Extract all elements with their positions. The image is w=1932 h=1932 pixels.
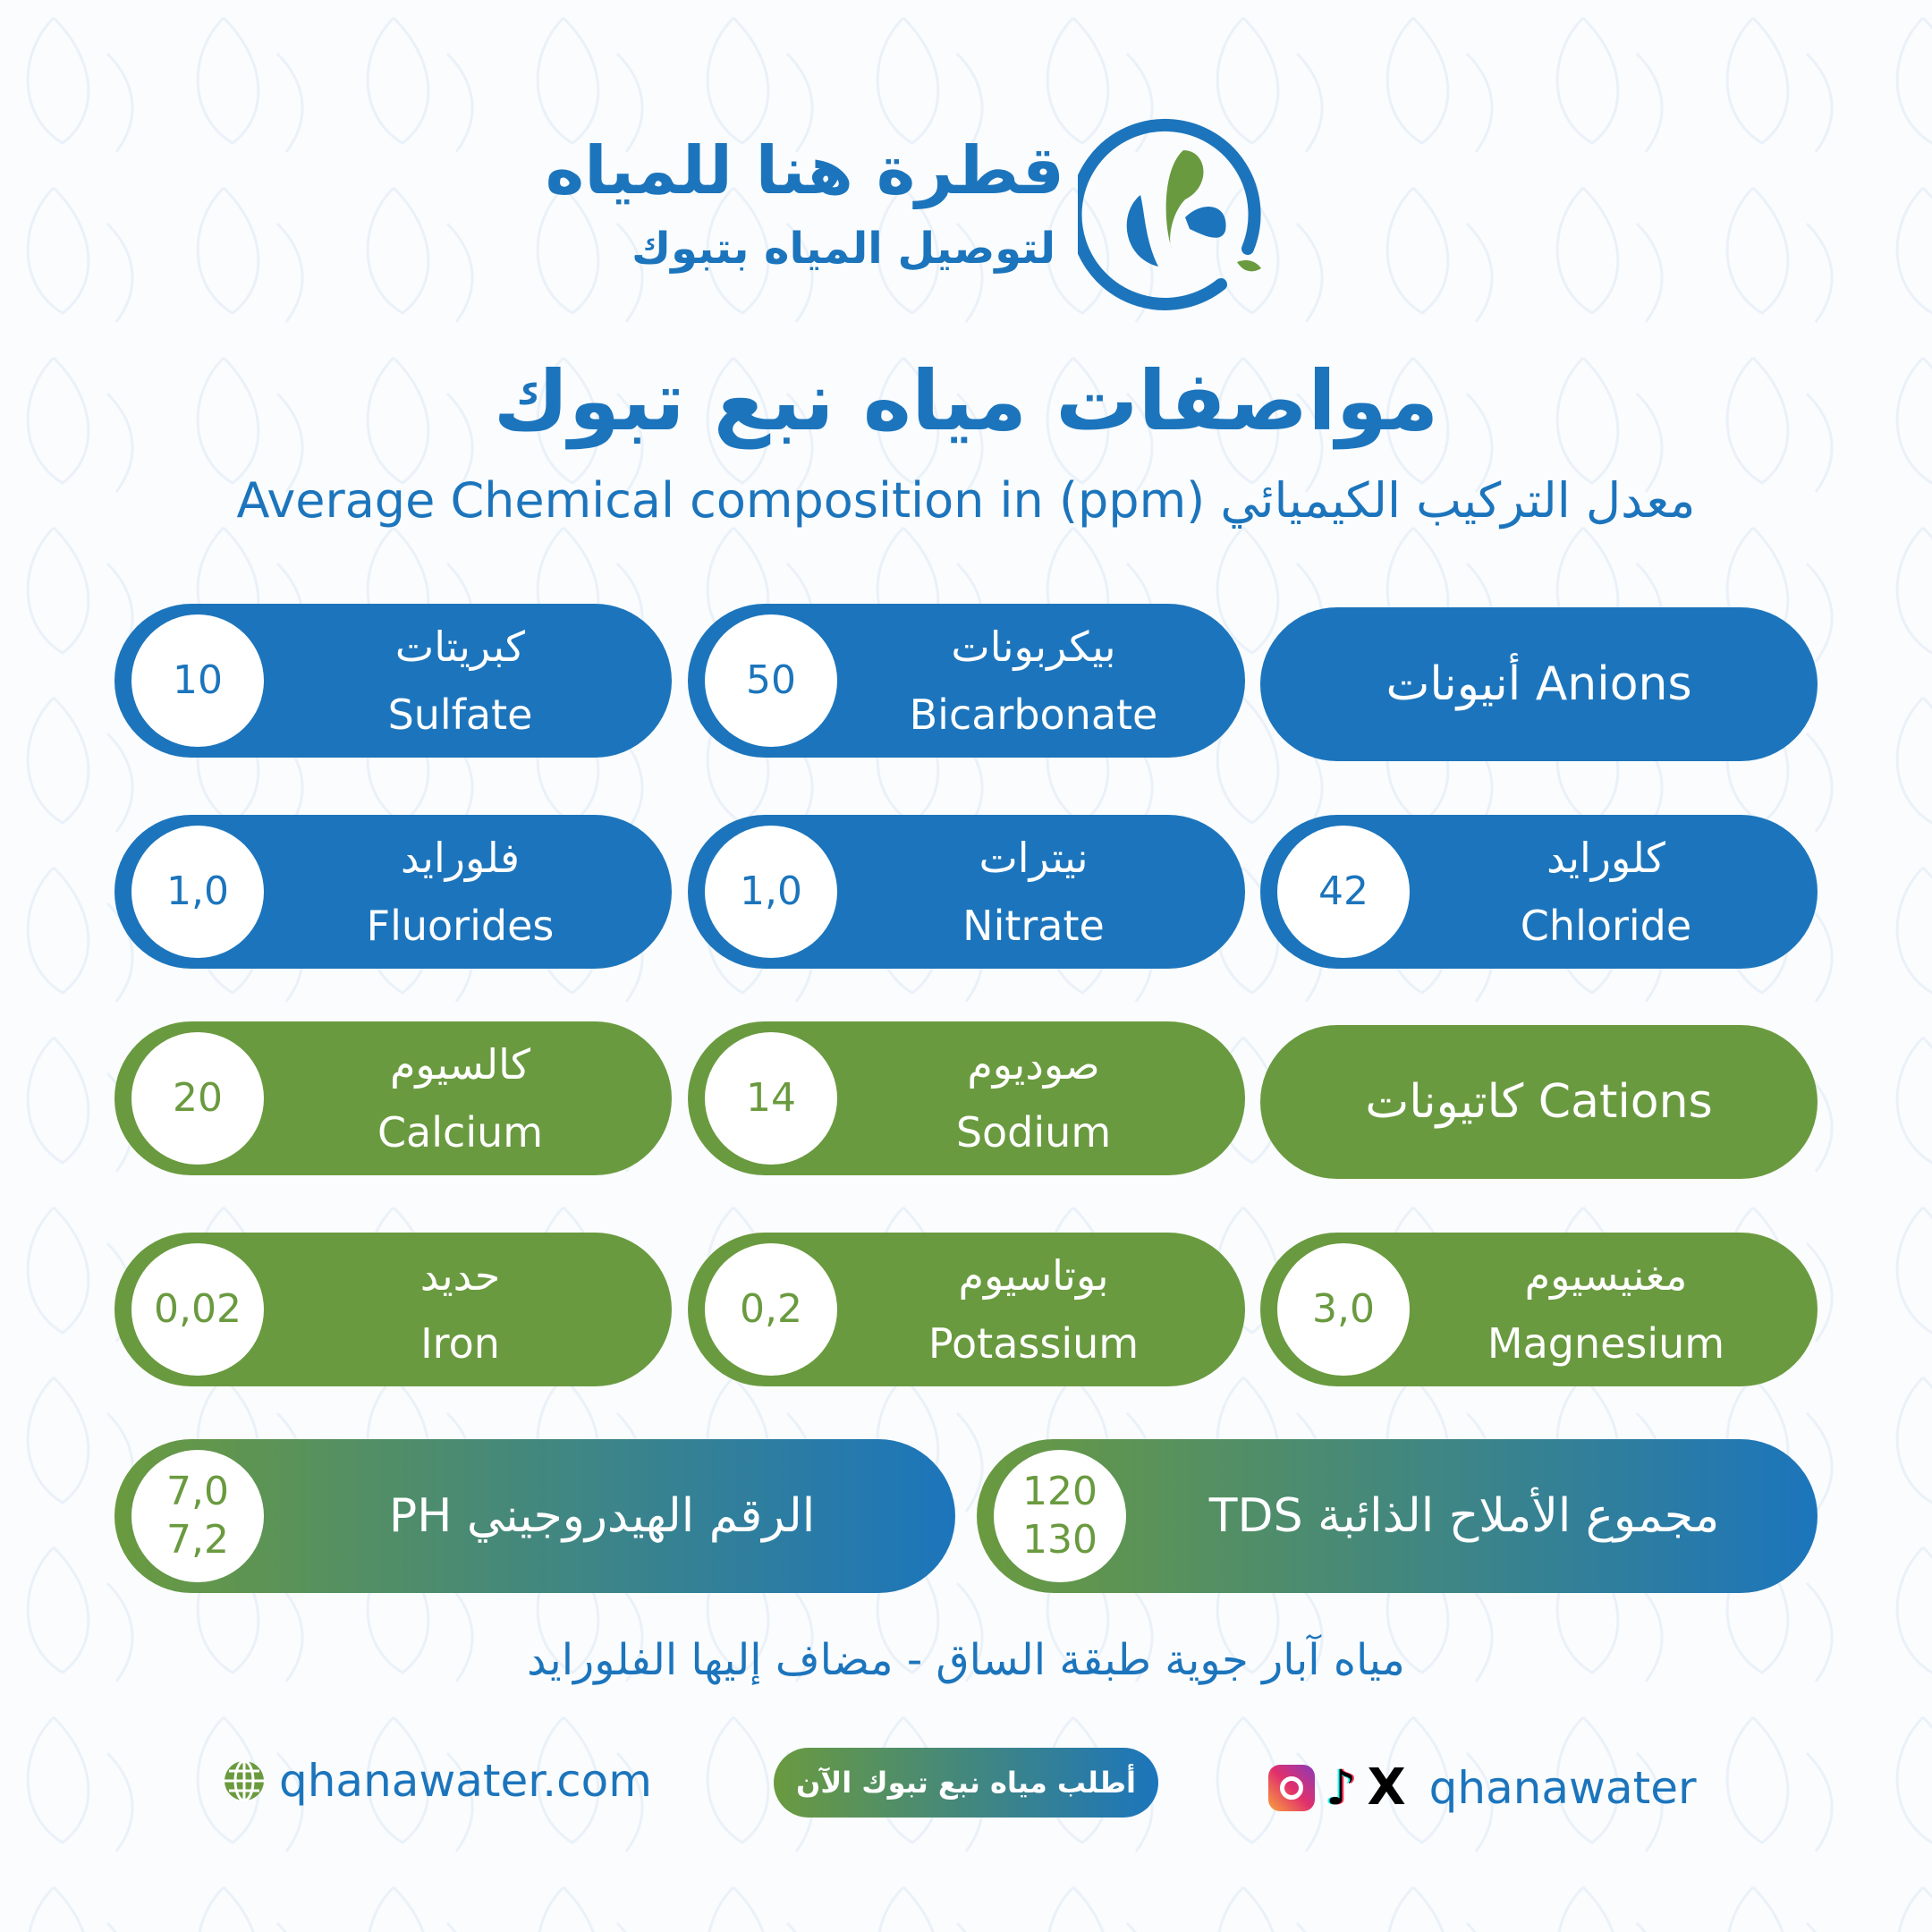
composition-item: 10 كبريتات Sulfate — [114, 604, 672, 758]
arabic-name: بوتاسيوم — [958, 1251, 1109, 1300]
cations-header: Cations كاتيونات — [1260, 1025, 1818, 1179]
composition-item: 0,2 بوتاسيوم Potassium — [688, 1233, 1245, 1386]
item-label: فلورايد Fluorides — [267, 815, 654, 969]
social-handle: qhanawater — [1428, 1761, 1697, 1814]
english-name: Sulfate — [387, 691, 533, 739]
page-subtitle: Average Chemical composition in (ppm) مع… — [236, 472, 1696, 529]
value-badge: 1,0 — [705, 826, 837, 958]
range-min: 120 — [1022, 1469, 1097, 1514]
item-label: مغنيسيوم Magnesium — [1412, 1233, 1800, 1386]
page-title: مواصفات مياه نبع تبوك — [493, 353, 1439, 449]
item-label: صوديوم Sodium — [840, 1021, 1227, 1175]
english-name: Calcium — [377, 1108, 544, 1157]
range-label: الرقم الهيدروجيني PH — [388, 1489, 816, 1543]
arabic-name: كبريتات — [394, 623, 526, 671]
logo-drop-icon — [1078, 118, 1261, 310]
value-badge: 20 — [131, 1032, 264, 1165]
tiktok-icon[interactable]: ♪ — [1326, 1759, 1357, 1816]
english-name: Iron — [420, 1319, 500, 1368]
english-name: Bicarbonate — [909, 691, 1158, 739]
range-max: 130 — [1022, 1517, 1097, 1563]
range-max: 7,2 — [166, 1517, 229, 1563]
x-icon[interactable]: X — [1367, 1758, 1406, 1817]
item-label: نيترات Nitrate — [840, 815, 1227, 969]
english-name: Chloride — [1520, 902, 1692, 950]
value-badge: 50 — [705, 614, 837, 747]
website-link[interactable]: qhanawater.com — [222, 1755, 652, 1807]
order-button[interactable]: أطلب مياه نبع تبوك الآن — [774, 1748, 1158, 1818]
range-badge: 120 130 — [994, 1450, 1126, 1582]
value-badge: 0,2 — [705, 1243, 837, 1376]
english-name: Magnesium — [1487, 1319, 1725, 1368]
tds-item: 120 130 مجموع الأملاح الذائبة TDS — [977, 1439, 1818, 1593]
item-label: كالسيوم Calcium — [267, 1021, 654, 1175]
value-badge: 0,02 — [131, 1243, 264, 1376]
source-note: مياه آبار جوية طبقة الساق - مضاف إليها ا… — [527, 1635, 1405, 1685]
item-label: كبريتات Sulfate — [267, 604, 654, 758]
composition-item: 0,02 حديد Iron — [114, 1233, 672, 1386]
composition-item: 1,0 نيترات Nitrate — [688, 815, 1245, 969]
composition-item: 3,0 مغنيسيوم Magnesium — [1260, 1233, 1818, 1386]
item-label: بيكربونات Bicarbonate — [840, 604, 1227, 758]
composition-item: 14 صوديوم Sodium — [688, 1021, 1245, 1175]
arabic-name: بيكربونات — [951, 623, 1116, 671]
english-name: Nitrate — [962, 902, 1105, 950]
item-label: كلورايد Chloride — [1412, 815, 1800, 969]
arabic-name: كالسيوم — [389, 1040, 531, 1089]
cations-header-label: Cations كاتيونات — [1365, 1075, 1713, 1129]
anions-header-label: Anions أنيونات — [1385, 657, 1692, 711]
arabic-name: كلورايد — [1546, 834, 1665, 882]
english-name: Fluorides — [366, 902, 555, 950]
anions-header: Anions أنيونات — [1260, 607, 1818, 761]
item-label: بوتاسيوم Potassium — [840, 1233, 1227, 1386]
english-name: Potassium — [928, 1319, 1140, 1368]
instagram-icon[interactable] — [1268, 1764, 1315, 1811]
brand-name: قطرة هنا للمياه — [545, 132, 1064, 209]
range-min: 7,0 — [166, 1469, 229, 1514]
item-label: حديد Iron — [267, 1233, 654, 1386]
range-label: مجموع الأملاح الذائبة TDS — [1208, 1489, 1720, 1543]
arabic-name: نيترات — [979, 834, 1089, 882]
arabic-name: فلورايد — [401, 834, 520, 882]
composition-item: 50 بيكربونات Bicarbonate — [688, 604, 1245, 758]
composition-item: 1,0 فلورايد Fluorides — [114, 815, 672, 969]
value-badge: 10 — [131, 614, 264, 747]
brand-tagline: لتوصيل المياه بتبوك — [631, 224, 1055, 274]
value-badge: 14 — [705, 1032, 837, 1165]
value-badge: 42 — [1277, 826, 1410, 958]
range-badge: 7,0 7,2 — [131, 1450, 264, 1582]
arabic-name: حديد — [419, 1251, 501, 1300]
english-name: Sodium — [955, 1108, 1112, 1157]
globe-icon — [225, 1759, 264, 1802]
composition-item: 42 كلورايد Chloride — [1260, 815, 1818, 969]
composition-item: 20 كالسيوم Calcium — [114, 1021, 672, 1175]
value-badge: 1,0 — [131, 826, 264, 958]
arabic-name: مغنيسيوم — [1524, 1251, 1688, 1300]
value-badge: 3,0 — [1277, 1243, 1410, 1376]
ph-item: 7,0 7,2 الرقم الهيدروجيني PH — [114, 1439, 955, 1593]
arabic-name: صوديوم — [967, 1040, 1100, 1089]
website-text: qhanawater.com — [279, 1755, 652, 1807]
social-links: ♪ X qhanawater — [1268, 1758, 1697, 1817]
